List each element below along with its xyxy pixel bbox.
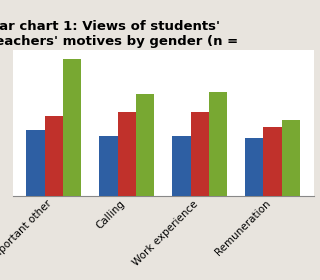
- Bar: [263, 127, 282, 196]
- Bar: [282, 120, 300, 196]
- Bar: [45, 116, 63, 196]
- Bar: [245, 138, 263, 196]
- Text: Bar chart 1: Views of students'
teachers' motives by gender (n =: Bar chart 1: Views of students' teachers…: [0, 20, 238, 48]
- Bar: [190, 112, 209, 196]
- Bar: [118, 112, 136, 196]
- Bar: [209, 92, 227, 196]
- Bar: [63, 60, 81, 196]
- Bar: [100, 136, 118, 196]
- Bar: [136, 94, 154, 196]
- Bar: [27, 130, 45, 196]
- Bar: [172, 136, 190, 196]
